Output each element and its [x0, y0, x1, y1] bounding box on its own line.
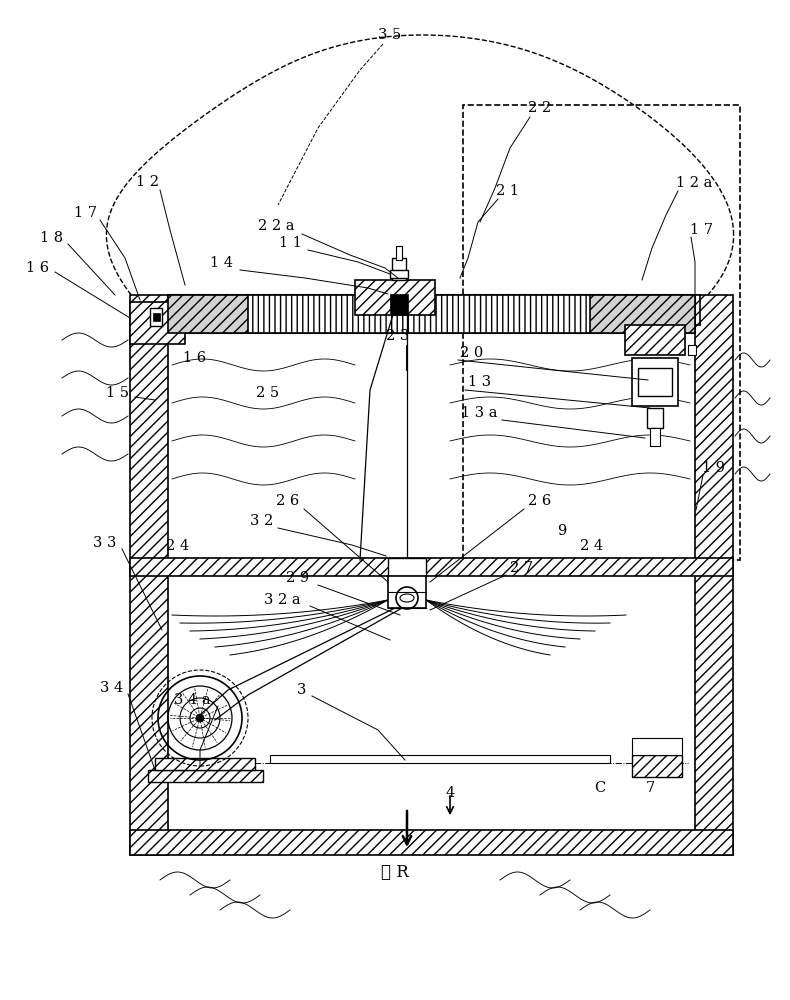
Bar	[625, 325, 685, 355]
Text: 2 5: 2 5	[257, 386, 280, 400]
Text: 3 3: 3 3	[93, 536, 117, 550]
Text: 3 5: 3 5	[378, 28, 401, 42]
Bar	[638, 368, 672, 396]
Text: 2 2 a: 2 2 a	[258, 219, 294, 233]
Text: 1 6: 1 6	[183, 351, 206, 365]
Text: C: C	[594, 781, 606, 795]
Text: 1 8: 1 8	[40, 231, 63, 245]
Text: 4: 4	[446, 786, 454, 800]
Text: 3 2: 3 2	[250, 514, 273, 528]
Bar	[155, 758, 255, 770]
Text: 7: 7	[645, 781, 655, 795]
Text: 9: 9	[558, 524, 566, 538]
Bar	[570, 295, 700, 325]
Text: 向 R: 向 R	[381, 863, 409, 880]
Bar	[130, 830, 733, 855]
Bar	[355, 280, 435, 315]
Text: 2 4: 2 4	[581, 539, 604, 553]
Text: 2 9: 2 9	[287, 571, 310, 585]
Text: 1 1: 1 1	[279, 236, 302, 250]
Text: 3 4: 3 4	[100, 681, 123, 695]
Bar	[168, 295, 695, 333]
Text: 2 7: 2 7	[510, 561, 533, 575]
Text: 1 3 a: 1 3 a	[461, 406, 497, 420]
Text: 1 2: 1 2	[137, 175, 160, 189]
Text: 1 2 a: 1 2 a	[675, 176, 713, 190]
Text: 1 9: 1 9	[702, 461, 725, 475]
Bar	[130, 558, 733, 576]
Text: 3 4 a: 3 4 a	[174, 693, 210, 707]
Bar	[590, 295, 695, 333]
Bar	[650, 428, 660, 446]
Text: 2 0: 2 0	[461, 346, 483, 360]
Text: 2 6: 2 6	[529, 494, 551, 508]
Bar	[148, 770, 263, 782]
Bar	[150, 308, 162, 326]
Text: 1 4: 1 4	[210, 256, 234, 270]
Bar	[168, 295, 695, 333]
Bar	[632, 358, 678, 406]
Bar	[130, 295, 168, 855]
Bar	[130, 302, 185, 344]
Bar	[390, 294, 408, 315]
Text: 2 6: 2 6	[276, 494, 299, 508]
Text: 1 6: 1 6	[26, 261, 50, 275]
Bar	[388, 576, 426, 608]
Text: 1 7: 1 7	[74, 206, 97, 220]
Text: 3 2 a: 3 2 a	[264, 593, 300, 607]
Text: 1 7: 1 7	[690, 223, 713, 237]
Bar	[388, 558, 426, 576]
Bar	[632, 738, 682, 755]
Text: 1 3: 1 3	[468, 375, 491, 389]
Bar	[168, 295, 248, 333]
Bar	[392, 258, 406, 280]
Circle shape	[196, 714, 204, 722]
Bar	[688, 345, 696, 355]
Text: 2 3: 2 3	[386, 329, 410, 343]
Bar	[396, 246, 402, 260]
Bar	[153, 313, 160, 321]
Text: 3: 3	[297, 683, 307, 697]
Bar	[335, 295, 415, 325]
Bar	[647, 408, 663, 428]
Bar	[632, 755, 682, 777]
Text: 2 2: 2 2	[529, 101, 551, 115]
Bar	[270, 755, 610, 763]
Bar	[463, 105, 740, 560]
Bar	[695, 295, 733, 855]
Text: 2 4: 2 4	[167, 539, 190, 553]
Bar	[390, 270, 408, 278]
Text: 2 1: 2 1	[496, 184, 520, 198]
Text: 1 5: 1 5	[107, 386, 130, 400]
